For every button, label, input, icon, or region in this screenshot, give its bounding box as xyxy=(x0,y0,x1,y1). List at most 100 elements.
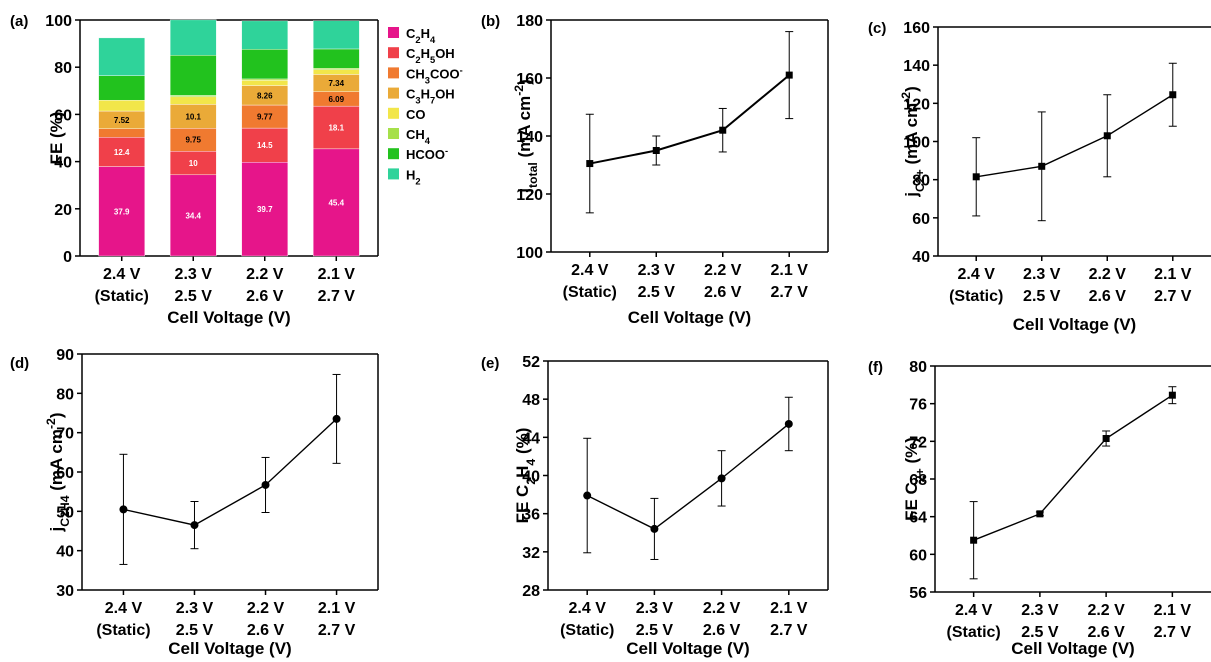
bar-segment xyxy=(98,166,146,257)
legend-label: CH3COO- xyxy=(406,65,463,85)
x-tick-label: 2.3 V xyxy=(638,262,676,279)
x-axis-title: Cell Voltage (V) xyxy=(626,639,749,658)
bar-value-label: 7.34 xyxy=(328,79,344,88)
y-tick-label: 160 xyxy=(903,20,930,37)
y-axis-title: FE C2H4 (%) xyxy=(513,428,538,524)
y-tick-label: 20 xyxy=(54,202,72,219)
bar-segment xyxy=(98,37,146,76)
x-tick-label: 2.2 V xyxy=(704,262,742,279)
x-tick-sublabel: (Static) xyxy=(95,288,149,305)
panel-b: 100 120 140 160 180 2.4 V (Static) 2.3 V 2.5 V 2.… xyxy=(481,13,829,327)
x-axis-title: Cell Voltage (V) xyxy=(628,308,751,327)
data-point xyxy=(332,414,341,423)
y-tick-label: 80 xyxy=(912,173,930,190)
x-tick-label: 2.2 V xyxy=(703,600,741,617)
x-tick-sublabel: 2.7 V xyxy=(770,622,808,639)
x-tick-sublabel: 2.5 V xyxy=(176,622,214,639)
x-tick-sublabel: (Static) xyxy=(560,622,614,639)
legend-label: C2H4 xyxy=(406,26,436,45)
x-tick-label: 2.1 V xyxy=(1154,602,1192,619)
x-tick-sublabel: (Static) xyxy=(947,624,1001,641)
panel-label: (c) xyxy=(868,20,886,37)
legend-swatch xyxy=(388,67,399,79)
y-tick-label: 40 xyxy=(54,155,72,172)
x-tick-label: 2.1 V xyxy=(1154,266,1192,283)
bar-segment xyxy=(98,75,146,101)
legend-label: CH4 xyxy=(406,127,431,146)
x-tick-label: 2.4 V xyxy=(571,262,609,279)
x-tick-label: 2.2 V xyxy=(247,600,285,617)
x-tick-sublabel: (Static) xyxy=(949,288,1003,305)
y-tick-label: 40 xyxy=(522,469,540,486)
y-tick-label: 68 xyxy=(909,472,927,489)
x-tick-sublabel: 2.6 V xyxy=(246,288,284,305)
bar-segment xyxy=(312,48,360,69)
data-point xyxy=(652,147,660,154)
data-point xyxy=(583,491,592,500)
y-tick-label: 56 xyxy=(909,585,927,602)
x-tick-label: 2.2 V xyxy=(246,266,284,283)
bar-value-label: 10 xyxy=(189,159,198,168)
bar-segment xyxy=(241,20,289,50)
bar-value-label: 34.4 xyxy=(185,211,201,220)
x-tick-sublabel: 2.6 V xyxy=(703,622,741,639)
x-tick-label: 2.4 V xyxy=(103,266,141,283)
bar-segment xyxy=(241,162,289,257)
data-point xyxy=(719,126,727,134)
bar-segment xyxy=(98,128,146,138)
legend-swatch xyxy=(388,87,399,99)
y-tick-label: 80 xyxy=(56,386,74,403)
panel-label: (d) xyxy=(10,355,29,372)
data-point xyxy=(586,160,594,168)
data-point xyxy=(1169,91,1177,99)
y-tick-label: 50 xyxy=(56,504,74,521)
x-axis-title: Cell Voltage (V) xyxy=(1013,315,1136,334)
y-axis-title: jC2+ (mA cm-2) xyxy=(899,86,927,198)
bar-value-label: 12.4 xyxy=(114,148,130,157)
bar-segment xyxy=(98,137,146,167)
y-tick-label: 60 xyxy=(909,547,927,564)
bar-segment xyxy=(169,19,217,56)
x-tick-label: 2.2 V xyxy=(1087,602,1125,619)
y-tick-label: 64 xyxy=(909,510,927,527)
y-tick-label: 40 xyxy=(912,249,930,266)
bar-segment xyxy=(241,48,289,80)
y-tick-label: 140 xyxy=(903,58,930,75)
x-tick-sublabel: (Static) xyxy=(96,622,150,639)
y-tick-label: 60 xyxy=(912,211,930,228)
y-axis-title: jC2H4 (mA cm-2) xyxy=(44,412,72,532)
y-tick-label: 76 xyxy=(909,397,927,414)
panel-e: 28 32 36 40 44 48 52 2.4 V (Static) 2.3 V 2.5 V 2.2… xyxy=(481,354,829,658)
data-point xyxy=(119,505,128,514)
bar-segment xyxy=(98,99,146,112)
series-line xyxy=(586,423,790,530)
y-tick-label: 120 xyxy=(903,96,930,113)
x-tick-label: 2.3 V xyxy=(636,600,674,617)
y-tick-label: 60 xyxy=(54,107,72,124)
data-point xyxy=(1103,132,1111,140)
data-point xyxy=(1168,391,1176,399)
x-tick-label: 2.3 V xyxy=(1021,602,1059,619)
bar-segment xyxy=(312,105,360,150)
bar-segment xyxy=(241,78,289,81)
y-tick-label: 32 xyxy=(522,545,540,562)
bar-value-label: 37.9 xyxy=(114,207,130,216)
x-tick-sublabel: (Static) xyxy=(563,284,617,301)
legend-label: C3H7OH xyxy=(406,87,455,106)
data-point xyxy=(261,480,270,489)
x-tick-sublabel: 2.7 V xyxy=(318,288,356,305)
x-tick-sublabel: 2.6 V xyxy=(247,622,285,639)
data-point xyxy=(972,173,980,181)
bar-value-label: 8.26 xyxy=(257,91,273,100)
x-tick-label: 2.3 V xyxy=(1023,266,1061,283)
x-tick-sublabel: 2.6 V xyxy=(1087,624,1125,641)
legend-swatch xyxy=(388,107,399,119)
bar-value-label: 14.5 xyxy=(257,141,273,150)
legend-swatch xyxy=(388,47,399,59)
x-tick-sublabel: 2.5 V xyxy=(636,622,674,639)
legend-label: CO xyxy=(406,107,426,122)
y-axis-title: jtotal (mA cm-2) xyxy=(512,79,540,194)
bar-segment xyxy=(169,95,217,98)
panel-label: (a) xyxy=(10,13,28,30)
x-tick-sublabel: 2.7 V xyxy=(771,284,809,301)
